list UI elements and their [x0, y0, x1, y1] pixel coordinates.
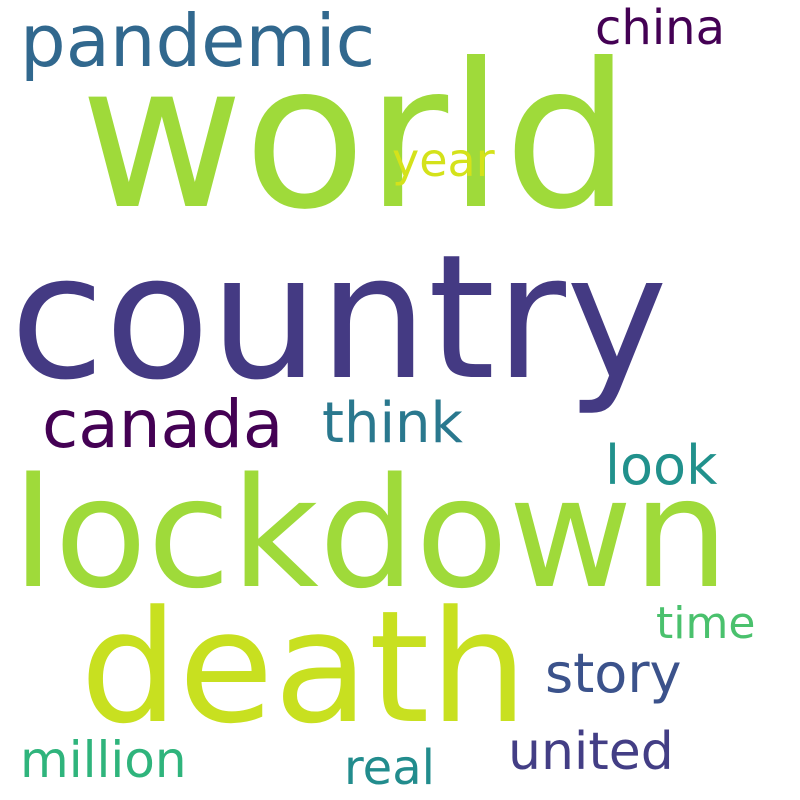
- word-think: think: [322, 391, 463, 456]
- word-united: united: [508, 722, 674, 782]
- word-country: country: [10, 217, 668, 418]
- word-lockdown: lockdown: [12, 445, 729, 622]
- word-time: time: [656, 598, 756, 649]
- word-death: death: [80, 577, 528, 758]
- word-year: year: [392, 133, 495, 187]
- word-china: china: [595, 0, 725, 56]
- word-look: look: [605, 434, 718, 497]
- word-real: real: [344, 740, 435, 796]
- word-world: world: [80, 21, 631, 254]
- word-pandemic: pandemic: [20, 0, 376, 83]
- word-story: story: [545, 642, 682, 705]
- word-million: million: [20, 731, 187, 789]
- word-canada: canada: [42, 386, 284, 463]
